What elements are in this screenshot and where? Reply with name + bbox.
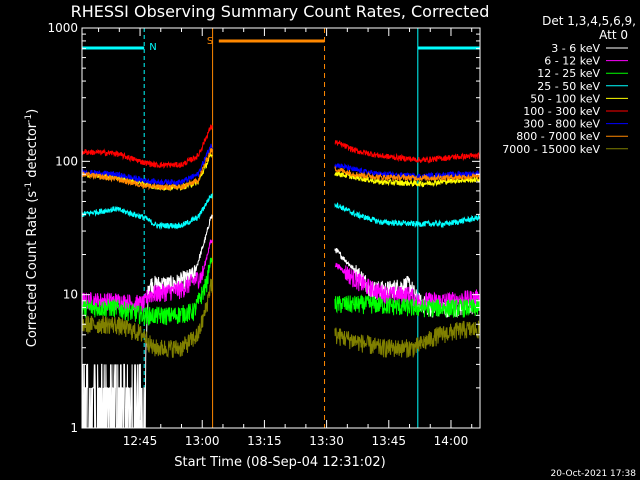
legend-label-7: 300 - 800 keV <box>523 118 600 131</box>
y-tick-label-1: 1 <box>70 421 78 435</box>
x-tick-label-2: 13:00 <box>185 434 220 448</box>
y-tick-label-2: 10 <box>63 288 78 302</box>
x-tick-label-1: 12:45 <box>123 434 158 448</box>
series-6-line-2 <box>334 140 481 164</box>
legend-label-6: 100 - 300 keV <box>523 105 600 118</box>
series-9-line-1 <box>81 278 213 358</box>
legend-label-2: 6 - 12 keV <box>544 55 600 68</box>
y-tick-label-4: 1000 <box>47 21 78 35</box>
x-tick-label-3: 13:15 <box>247 434 282 448</box>
plot-frame <box>81 27 481 429</box>
series-8-line-2 <box>334 166 481 183</box>
y-axis-label: Corrected Count Rate (s-1 detector-1) <box>24 109 40 347</box>
x-tick-label-5: 13:45 <box>371 434 406 448</box>
x-axis-label: Start Time (08-Sep-04 12:31:02) <box>174 455 385 470</box>
series-8-line-1 <box>81 148 213 191</box>
night-label: N <box>149 42 156 53</box>
y-tick-label-3: 100 <box>55 154 78 168</box>
chart-title: RHESSI Observing Summary Count Rates, Co… <box>71 2 490 21</box>
legend-label-5: 50 - 100 keV <box>530 92 600 105</box>
legend-label-1: 3 - 6 keV <box>551 42 600 55</box>
timestamp: 20-Oct-2021 17:38 <box>551 469 637 479</box>
legend-header-2: Att 0 <box>599 28 628 42</box>
x-tick-label-4: 13:30 <box>309 434 344 448</box>
series-6-line-1 <box>81 124 213 169</box>
legend-label-3: 12 - 25 keV <box>537 67 600 80</box>
series-5-line-2 <box>334 170 481 188</box>
legend-label-9: 7000 - 15000 keV <box>502 143 600 156</box>
series-3-line-2 <box>334 294 481 318</box>
legend-label-4: 25 - 50 keV <box>537 80 600 93</box>
series-7-line-1 <box>81 143 213 187</box>
x-tick-label-6: 14:00 <box>434 434 469 448</box>
legend-header-1: Det 1,3,4,5,6,9, <box>542 14 636 28</box>
series-4-line-2 <box>334 202 481 229</box>
series-3-line-1 <box>81 257 213 326</box>
legend-label-8: 800 - 7000 keV <box>516 130 600 143</box>
series-2-line-1 <box>81 239 213 313</box>
series-4-line-1 <box>81 193 213 230</box>
series-9-line-2 <box>334 320 481 358</box>
saa-label: S <box>207 36 213 47</box>
